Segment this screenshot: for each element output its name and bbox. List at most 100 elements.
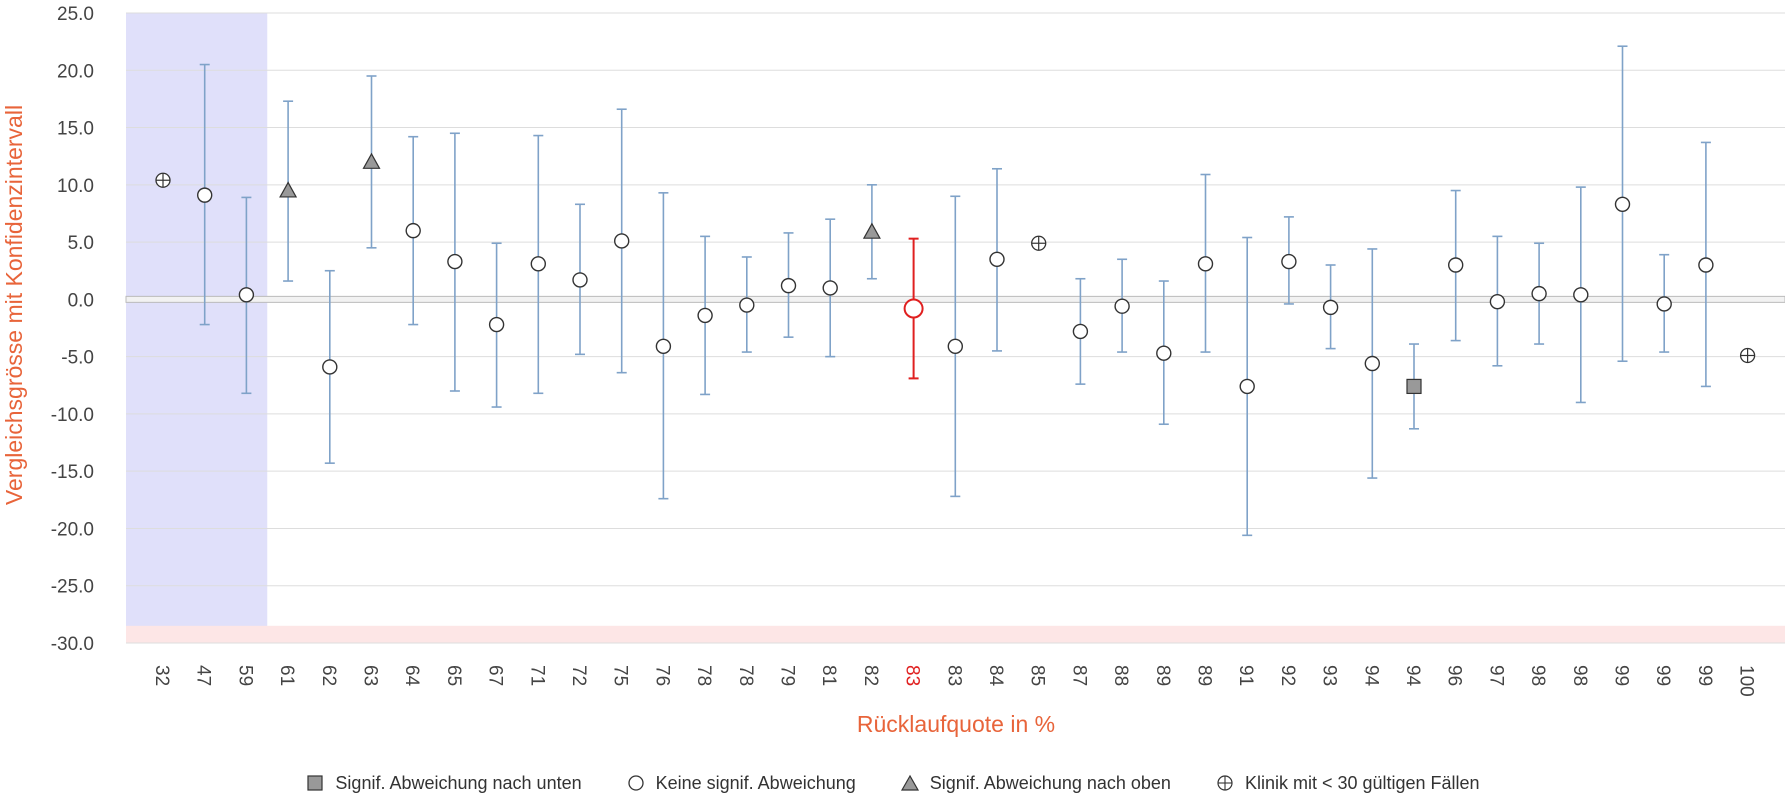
x-tick-label: 99 — [1694, 665, 1715, 686]
data-point-triangle — [279, 181, 298, 198]
data-point-circle — [1197, 256, 1214, 272]
y-tick-label: -25.0 — [51, 577, 94, 598]
legend-label: Klinik mit < 30 gültigen Fällen — [1244, 772, 1480, 793]
data-point-circle — [780, 277, 797, 294]
data-point-circle — [322, 359, 338, 375]
y-tick-label: -20.0 — [51, 519, 94, 540]
data-point-circle — [405, 222, 421, 239]
data-point-circle — [989, 251, 1005, 267]
x-tick-label: 79 — [777, 665, 798, 686]
y-tick-label: 10.0 — [57, 176, 94, 197]
x-axis-ticks: 32 47 59 61 62 63 64 65 67 71 72 75 76 78 78 79 81 82 83 83… — [151, 665, 1757, 697]
y-tick-label: 5.0 — [68, 233, 94, 254]
data-point-circle — [947, 338, 963, 355]
data-point-circle — [822, 280, 838, 296]
data-point-circle — [1114, 298, 1130, 314]
x-tick-label: 75 — [610, 665, 631, 686]
data-point-circle — [1573, 287, 1589, 303]
data-point-triangle — [362, 152, 381, 169]
x-tick-label: 32 — [151, 665, 172, 686]
x-tick-label: 97 — [1485, 665, 1506, 686]
data-point-square — [1406, 378, 1422, 395]
x-tick-label: 88 — [1110, 665, 1131, 686]
x-tick-label: 62 — [318, 665, 339, 686]
x-tick-label: 64 — [401, 665, 422, 687]
x-tick-label: 92 — [1277, 665, 1298, 686]
data-point-circle — [1489, 293, 1506, 310]
x-tick-label: 81 — [818, 665, 839, 686]
x-tick-label: 47 — [193, 665, 214, 686]
x-highlight-band — [126, 13, 268, 643]
x-tick-label: 87 — [1068, 665, 1089, 686]
legend-item-triangle: Signif. Abweichung nach oben — [900, 773, 1171, 794]
x-tick-label: 83 — [902, 665, 923, 686]
y-tick-label: 20.0 — [57, 61, 94, 82]
data-point-circle — [196, 187, 213, 203]
x-tick-label: 84 — [985, 665, 1006, 687]
data-point-circle — [655, 338, 672, 355]
data-point-circle — [1322, 299, 1339, 316]
x-tick-label: 82 — [860, 665, 881, 686]
y-axis-ticks: 25.0 20.0 15.0 10.0 5.0 0.0 -5.0 -10.0 -15.0 -20.… — [51, 4, 94, 655]
data-point-circle — [1531, 285, 1547, 302]
legend: Signif. Abweichung nach unten Keine signi… — [0, 770, 1785, 796]
x-tick-label: 63 — [360, 665, 381, 686]
chart-area: 25.0 20.0 15.0 10.0 5.0 0.0 -5.0 -10.0 -15.0 -20.… — [1, 4, 1785, 737]
data-point-circle — [1656, 296, 1672, 312]
x-tick-label: 98 — [1569, 665, 1590, 686]
data-point-circle — [903, 298, 924, 319]
data-point-circle — [1239, 378, 1255, 395]
square-icon — [305, 773, 325, 793]
x-tick-label: 94 — [1360, 665, 1381, 687]
x-tick-label: 61 — [276, 665, 297, 686]
x-tick-label: 99 — [1611, 665, 1632, 686]
legend-item-square: Signif. Abweichung nach unten — [305, 772, 582, 794]
x-tick-label: 78 — [693, 665, 714, 686]
y-tick-label: 0.0 — [68, 290, 94, 311]
data-point-circle — [1364, 355, 1381, 372]
error-bars — [199, 45, 1711, 537]
y-tick-label: -15.0 — [51, 462, 94, 483]
x-tick-label: 76 — [651, 665, 672, 686]
y-tick-label: 15.0 — [57, 119, 94, 140]
x-tick-label: 91 — [1235, 665, 1256, 686]
data-point-cross-circle — [155, 172, 171, 188]
x-tick-label: 85 — [1027, 665, 1048, 686]
y-highlight-band — [126, 625, 1785, 643]
data-point-circle — [614, 233, 630, 249]
data-point-circle — [697, 307, 713, 324]
x-tick-label: 100 — [1736, 665, 1757, 697]
data-point-circle — [1447, 257, 1464, 273]
data-point-circle — [488, 316, 505, 333]
x-tick-label: 67 — [485, 665, 506, 686]
legend-label: Signif. Abweichung nach unten — [335, 772, 582, 793]
x-tick-label: 89 — [1194, 665, 1215, 686]
x-tick-label: 71 — [526, 665, 547, 686]
y-tick-label: -5.0 — [61, 348, 94, 369]
legend-label: Keine signif. Abweichung — [655, 772, 856, 793]
data-point-circle — [739, 297, 755, 313]
data-point-circle — [447, 253, 463, 270]
x-tick-label: 89 — [1152, 665, 1173, 686]
y-tick-label: 25.0 — [57, 4, 94, 25]
data-point-circle — [1156, 345, 1172, 361]
y-tick-label: -30.0 — [51, 634, 94, 655]
y-axis-label: Vergleichsgrösse mit Konfidenzintervall — [1, 105, 27, 505]
legend-item-circle: Keine signif. Abweichung — [626, 773, 856, 794]
x-tick-label: 96 — [1444, 665, 1465, 686]
x-tick-label: 83 — [943, 665, 964, 686]
triangle-icon — [900, 773, 920, 793]
data-point-triangle — [862, 222, 881, 239]
data-point-cross-circle — [1739, 347, 1756, 364]
data-point-circle — [1072, 323, 1089, 340]
data-point-circle — [1281, 253, 1297, 270]
data-point-cross-circle — [1031, 235, 1047, 251]
x-tick-label: 98 — [1527, 665, 1548, 686]
circle-icon — [626, 773, 646, 793]
x-tick-label: 99 — [1652, 665, 1673, 686]
data-point-circle — [572, 272, 588, 288]
highlight-bands — [126, 13, 1785, 643]
legend-item-cross-circle: Klinik mit < 30 gültigen Fällen — [1215, 773, 1480, 794]
legend-label: Signif. Abweichung nach oben — [929, 772, 1171, 793]
data-point-circle — [1698, 257, 1714, 273]
